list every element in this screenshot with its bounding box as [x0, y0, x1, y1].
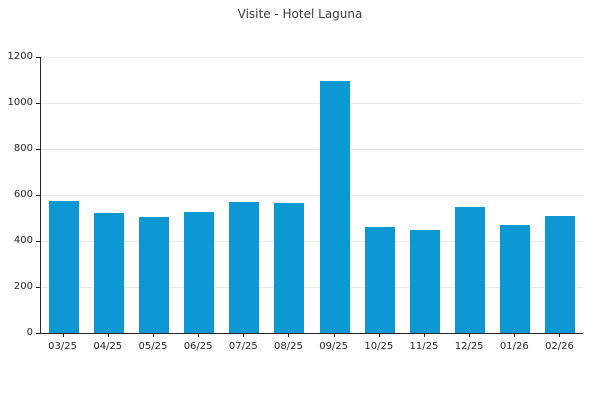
y-tick-label: 800	[13, 143, 33, 154]
bar	[138, 216, 169, 333]
bar-slot	[538, 57, 583, 333]
y-tick-label: 1000	[7, 97, 33, 108]
gridline	[41, 103, 583, 104]
y-tick-label: 400	[13, 235, 33, 246]
x-slot: 04/25	[85, 334, 130, 358]
y-tick-label: 1200	[7, 51, 33, 62]
bar-slot	[41, 57, 86, 333]
bar-slot	[267, 57, 312, 333]
gridline	[41, 57, 583, 58]
x-tick	[107, 334, 109, 337]
bar-slot	[131, 57, 176, 333]
gridline	[41, 241, 583, 242]
bar	[500, 224, 531, 333]
x-slot: 09/25	[311, 334, 356, 358]
bars-layer	[41, 57, 583, 333]
bar	[364, 227, 395, 333]
x-tick-label: 11/25	[409, 341, 439, 352]
bar	[409, 229, 440, 333]
y-tick	[36, 195, 40, 196]
bar-slot	[493, 57, 538, 333]
plot-area	[40, 57, 583, 334]
x-tick-label: 10/25	[364, 341, 394, 352]
y-tick	[36, 287, 40, 288]
x-tick	[288, 334, 290, 337]
x-slot: 11/25	[401, 334, 446, 358]
x-slot: 06/25	[176, 334, 221, 358]
x-slot: 01/26	[492, 334, 537, 358]
x-slot: 12/25	[447, 334, 492, 358]
x-slot: 08/25	[266, 334, 311, 358]
bar-slot	[177, 57, 222, 333]
x-tick-label: 04/25	[93, 341, 123, 352]
x-tick	[152, 334, 154, 337]
x-slot: 03/25	[40, 334, 85, 358]
x-tick	[378, 334, 380, 337]
x-tick-label: 07/25	[228, 341, 258, 352]
x-axis: 03/25 04/25 05/25 06/25 07/25 08/25 09/25 10/25…	[40, 334, 582, 358]
x-slot: 02/26	[537, 334, 582, 358]
x-tick	[243, 334, 245, 337]
y-tick-label: 600	[13, 189, 33, 200]
y-axis: 0 200 400 600 800 1000 1200	[0, 51, 40, 338]
gridline	[41, 287, 583, 288]
x-slot: 10/25	[356, 334, 401, 358]
x-tick	[469, 334, 471, 337]
bar-slot	[357, 57, 402, 333]
bar	[455, 206, 486, 333]
x-tick	[559, 334, 561, 337]
x-tick-label: 01/26	[499, 341, 529, 352]
bar	[184, 212, 215, 333]
x-tick	[423, 334, 425, 337]
gridline	[41, 149, 583, 150]
bar-slot	[402, 57, 447, 333]
x-tick-label: 03/25	[48, 341, 77, 352]
x-tick-label: 06/25	[183, 341, 213, 352]
y-tick	[36, 103, 40, 104]
bar	[229, 201, 260, 333]
y-tick-label: 200	[13, 281, 33, 292]
bar-slot	[448, 57, 493, 333]
x-tick	[198, 334, 200, 337]
x-slot: 07/25	[221, 334, 266, 358]
x-slot: 05/25	[130, 334, 175, 358]
x-tick-label: 02/26	[545, 341, 574, 352]
y-tick	[36, 149, 40, 150]
x-tick-label: 05/25	[138, 341, 168, 352]
bar-slot	[312, 57, 357, 333]
bar	[93, 213, 124, 333]
x-tick-label: 12/25	[454, 341, 484, 352]
y-tick	[36, 333, 40, 334]
bar	[48, 200, 79, 333]
gridline	[41, 195, 583, 196]
chart-title: Visite - Hotel Laguna	[237, 7, 363, 21]
y-tick	[36, 57, 40, 58]
bar-slot	[222, 57, 267, 333]
bar-slot	[86, 57, 131, 333]
y-tick-label: 0	[26, 327, 33, 338]
gridlines-layer	[41, 57, 583, 333]
x-tick	[62, 334, 64, 337]
x-tick-label: 08/25	[274, 341, 303, 352]
bar	[545, 215, 576, 333]
x-tick	[333, 334, 335, 337]
y-tick	[36, 241, 40, 242]
x-tick	[514, 334, 516, 337]
bar	[274, 203, 305, 333]
bar	[319, 81, 350, 333]
x-tick-label: 09/25	[319, 341, 349, 352]
